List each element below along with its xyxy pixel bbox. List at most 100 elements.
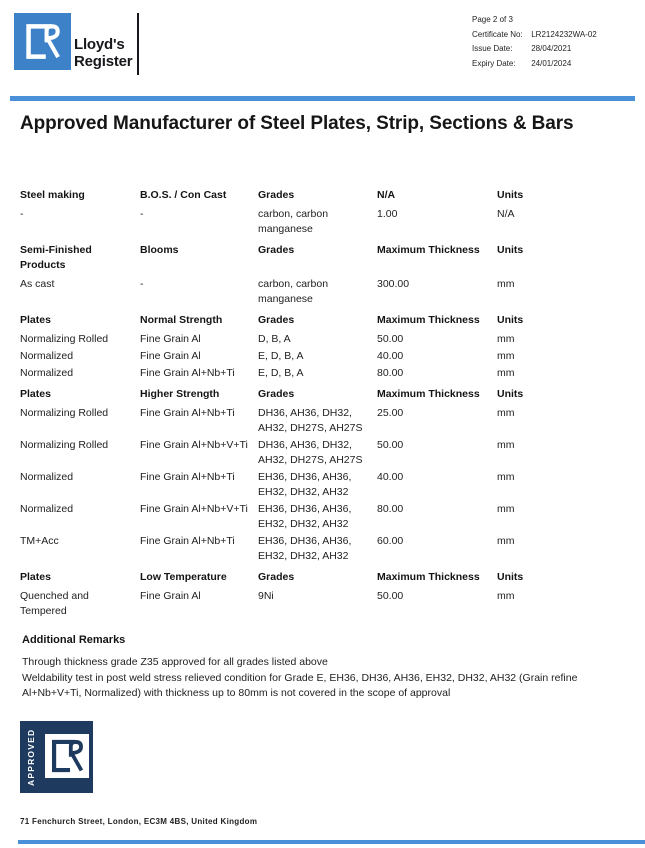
table-section: Semi-Finished Products Blooms Grades Maximu… <box>20 243 625 307</box>
table-row: Normalized Fine Grain Al+Nb+Ti EH36, DH36,… <box>20 470 625 500</box>
table-cell: - <box>140 208 144 220</box>
table-cell: 1.00 <box>377 208 398 220</box>
remarks-heading: Additional Remarks <box>22 634 126 646</box>
table-header-row: Plates Low Temperature Grades Maximum Thick… <box>20 570 625 585</box>
table-cell: D, B, A <box>258 333 291 345</box>
table-cell: 40.00 <box>377 350 404 362</box>
lr-monogram-icon <box>51 739 84 773</box>
table-cell: Maximum Thickness <box>377 314 480 326</box>
table-cell: Fine Grain Al <box>140 590 201 602</box>
table-row: As cast - carbon, carbon manganese 300.00 mm <box>20 277 625 307</box>
brand-vertical-rule <box>137 13 139 75</box>
table-header-row: Plates Higher Strength Grades Maximum Thick… <box>20 387 625 402</box>
approved-stamp-label: APPROVED <box>26 728 36 786</box>
table-cell: 9Ni <box>258 590 274 602</box>
table-row: Normalized Fine Grain Al+Nb+Ti E, D, B, A 8… <box>20 366 625 381</box>
issue-date: Issue Date: 28/04/2021 <box>472 44 597 53</box>
certificate-number-label: Certificate No: <box>472 29 523 39</box>
page-indicator: Page 2 of 3 <box>472 15 597 24</box>
table-cell: Fine Grain Al <box>140 333 201 345</box>
table-cell: Normalized <box>20 367 74 379</box>
table-cell: Normalized <box>20 503 74 515</box>
table-cell: 25.00 <box>377 407 404 419</box>
table-cell: Blooms <box>140 244 179 256</box>
certificate-meta: Page 2 of 3 Certificate No: LR2124232WA-… <box>472 15 597 73</box>
footer-address: 71 Fenchurch Street, London, EC3M 4BS, U… <box>20 817 258 826</box>
table-cell: Fine Grain Al <box>140 350 201 362</box>
table-header-row: Plates Normal Strength Grades Maximum Thick… <box>20 313 625 328</box>
table-row: Normalizing Rolled Fine Grain Al+Nb+Ti DH3… <box>20 406 625 436</box>
table-row: Normalizing Rolled Fine Grain Al D, B, A 50… <box>20 332 625 347</box>
table-cell: Plates <box>20 388 51 400</box>
table-cell: 80.00 <box>377 367 404 379</box>
certificate-number: Certificate No: LR2124232WA-02 <box>472 30 597 39</box>
table-cell: Fine Grain Al+Nb+V+Ti <box>140 439 248 451</box>
table-cell: mm <box>497 333 515 345</box>
brand-line1: Lloyd's <box>74 36 125 53</box>
table-cell: B.O.S. / Con Cast <box>140 189 227 201</box>
table-cell: Fine Grain Al+Nb+Ti <box>140 535 235 547</box>
table-cell: 80.00 <box>377 503 404 515</box>
table-cell: Normalized <box>20 471 74 483</box>
table-cell: Units <box>497 571 524 583</box>
table-cell: mm <box>497 471 515 483</box>
table-cell: 60.00 <box>377 535 404 547</box>
table-cell: N/A <box>377 189 396 201</box>
table-cell: - <box>140 278 144 290</box>
table-cell: Maximum Thickness <box>377 244 480 256</box>
table-cell: Fine Grain Al+Nb+Ti <box>140 471 235 483</box>
table-cell: mm <box>497 367 515 379</box>
table-cell: 50.00 <box>377 333 404 345</box>
table-cell: EH36, DH36, AH36, EH32, DH32, AH32 <box>258 471 352 498</box>
table-cell: Grades <box>258 571 295 583</box>
table-cell: mm <box>497 439 515 451</box>
footer-divider <box>18 840 645 844</box>
table-row: - - carbon, carbon manganese 1.00 N/A <box>20 207 625 237</box>
expiry-date-value: 24/01/2024 <box>531 58 572 68</box>
table-cell: Plates <box>20 571 51 583</box>
certificate-number-value: LR2124232WA-02 <box>531 29 597 39</box>
table-cell: Normalized <box>20 350 74 362</box>
table-cell: N/A <box>497 208 515 220</box>
table-cell: Grades <box>258 388 295 400</box>
additional-remarks: Additional Remarks Through thickness gra… <box>22 634 622 702</box>
table-section: Steel making B.O.S. / Con Cast Grades N/A Un… <box>20 188 625 237</box>
table-cell: Normalizing Rolled <box>20 333 109 345</box>
table-cell: mm <box>497 350 515 362</box>
table-cell: Low Temperature <box>140 571 227 583</box>
table-row: Quenched and Tempered Fine Grain Al 9Ni 50.… <box>20 589 625 619</box>
lr-logo <box>14 13 71 70</box>
brand-line2: Register <box>74 53 133 70</box>
table-cell: Units <box>497 244 524 256</box>
table-cell: Maximum Thickness <box>377 388 480 400</box>
table-cell: Grades <box>258 314 295 326</box>
header-divider <box>10 96 635 101</box>
table-cell: Maximum Thickness <box>377 571 480 583</box>
table-cell: 50.00 <box>377 439 404 451</box>
table-cell: Plates <box>20 314 51 326</box>
page-indicator-text: Page 2 of 3 <box>472 15 513 24</box>
table-section: Plates Normal Strength Grades Maximum Thick… <box>20 313 625 381</box>
table-cell: Fine Grain Al+Nb+V+Ti <box>140 503 248 515</box>
table-cell: Semi-Finished Products <box>20 244 92 271</box>
expiry-date-label: Expiry Date: <box>472 58 516 68</box>
table-cell: mm <box>497 535 515 547</box>
remark-line: Through thickness grade Z35 approved for… <box>22 656 328 668</box>
table-cell: 40.00 <box>377 471 404 483</box>
table-cell: Normalizing Rolled <box>20 407 109 419</box>
table-cell: As cast <box>20 278 55 290</box>
table-cell: mm <box>497 278 515 290</box>
table-header-row: Semi-Finished Products Blooms Grades Maximu… <box>20 243 625 273</box>
table-cell: DH36, AH36, DH32, AH32, DH27S, AH27S <box>258 407 363 434</box>
issue-date-value: 28/04/2021 <box>531 44 572 53</box>
table-cell: Normal Strength <box>140 314 223 326</box>
table-cell: TM+Acc <box>20 535 59 547</box>
table-row: Normalized Fine Grain Al+Nb+V+Ti EH36, DH3… <box>20 502 625 532</box>
table-row: Normalized Fine Grain Al E, D, B, A 40.00 mm <box>20 349 625 364</box>
table-cell: Units <box>497 314 524 326</box>
table-cell: Fine Grain Al+Nb+Ti <box>140 367 235 379</box>
table-cell: 50.00 <box>377 590 404 602</box>
table-cell: Grades <box>258 189 295 201</box>
expiry-date: Expiry Date: 24/01/2024 <box>472 59 597 68</box>
